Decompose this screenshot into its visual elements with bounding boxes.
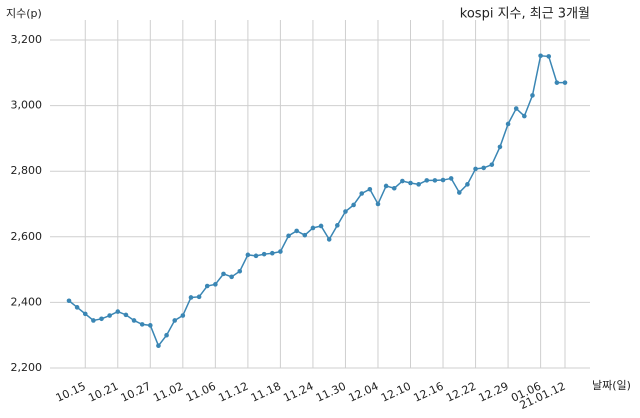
y-axis-label: 지수(p) <box>6 7 42 20</box>
x-tick-label: 12.04 <box>346 380 380 405</box>
point <box>318 223 324 229</box>
x-tick-label: 12.16 <box>412 380 446 405</box>
point <box>546 54 552 59</box>
point <box>408 180 413 186</box>
point <box>432 178 438 183</box>
point <box>497 144 503 150</box>
point <box>375 201 381 207</box>
point <box>66 298 72 304</box>
point <box>489 162 495 167</box>
x-axis-label: 날짜(일) <box>592 378 631 392</box>
x-tick-label: 10.21 <box>86 380 120 405</box>
point <box>448 176 454 181</box>
point <box>522 113 527 119</box>
point <box>302 232 308 238</box>
x-tick-label: 11.02 <box>151 380 185 405</box>
point <box>530 93 535 98</box>
y-tick-label: 3,200 <box>11 33 43 46</box>
point <box>424 178 430 183</box>
point <box>82 311 88 317</box>
point <box>562 80 568 85</box>
point <box>99 316 104 322</box>
x-tick-label: 10.27 <box>119 380 153 405</box>
x-tick-label: 11.06 <box>184 380 218 405</box>
point <box>204 283 210 289</box>
point <box>465 182 470 187</box>
x-tick-label: 11.18 <box>249 380 283 405</box>
y-tick-label: 2,800 <box>11 164 43 177</box>
x-tick-label: 11.24 <box>281 380 315 405</box>
y-tick-label: 2,600 <box>11 230 43 243</box>
point <box>91 318 96 323</box>
point <box>367 186 373 192</box>
point <box>107 313 112 318</box>
point <box>440 177 446 183</box>
point <box>400 178 405 184</box>
chart-title: kospi 지수, 최근 3개월 <box>460 7 590 22</box>
point <box>261 251 267 257</box>
point <box>343 209 348 214</box>
point <box>554 80 560 85</box>
x-tick-label: 12.10 <box>379 380 413 405</box>
point <box>383 183 389 189</box>
point <box>139 322 145 327</box>
point <box>513 106 519 111</box>
point <box>245 252 251 258</box>
point <box>164 332 169 338</box>
point <box>286 233 291 239</box>
point <box>156 343 161 348</box>
point <box>351 202 356 208</box>
x-tick-label: 11.12 <box>216 380 250 405</box>
point <box>123 312 129 318</box>
point <box>180 313 186 318</box>
point <box>131 318 137 323</box>
point <box>335 223 340 228</box>
point <box>391 185 397 191</box>
point <box>115 309 121 314</box>
x-tick-label: 11.30 <box>314 380 348 405</box>
point <box>359 191 365 196</box>
point <box>188 295 194 300</box>
point <box>278 249 283 254</box>
point <box>196 294 202 300</box>
y-tick-label: 3,000 <box>11 99 43 112</box>
point <box>172 318 178 323</box>
point <box>310 225 316 231</box>
point <box>326 237 332 242</box>
point <box>74 305 80 310</box>
point <box>416 182 421 187</box>
point <box>481 165 486 171</box>
point <box>294 228 299 234</box>
point <box>456 190 462 195</box>
y-tick-label: 2,400 <box>11 295 43 308</box>
point <box>237 268 243 274</box>
point <box>269 250 275 256</box>
point <box>473 166 478 172</box>
y-tick-label: 2,200 <box>11 361 43 374</box>
point <box>229 274 234 280</box>
point <box>221 271 226 277</box>
point <box>148 323 153 328</box>
x-tick-label: 12.29 <box>477 380 511 405</box>
point <box>505 121 511 127</box>
x-tick-label: 12.22 <box>444 380 478 405</box>
x-tick-label: 10.15 <box>54 380 88 405</box>
point <box>538 53 543 59</box>
point <box>253 253 259 259</box>
point <box>213 282 218 287</box>
